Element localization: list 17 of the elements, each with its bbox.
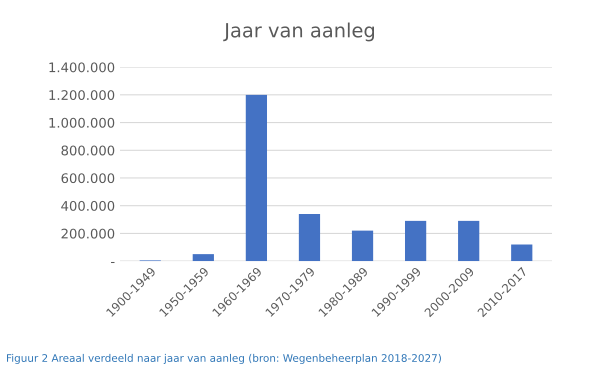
y-tick-label: 1.400.000 [49,62,114,72]
bar [458,220,480,262]
y-tick-label: 800.000 [61,145,114,156]
y-tick-label: 1.000.000 [49,118,114,128]
y-tick-label: 1.200.000 [49,90,114,100]
y-tick-label: 400.000 [61,200,114,211]
chart-title: Jaar van aanleg [223,22,374,42]
bar [404,220,426,262]
y-tick-label: 600.000 [61,173,114,184]
text: Figuur 2 Areaal verdeeld naar jaar van aanleg (bron: Wegenbeheerplan 2018-2027) [7,354,441,364]
bar [298,214,320,262]
bar [511,244,532,262]
y-tick-label: - [111,262,114,264]
bar [192,254,214,262]
bar [352,230,374,262]
bar [246,94,268,262]
y-tick-label: 200.000 [62,228,114,239]
